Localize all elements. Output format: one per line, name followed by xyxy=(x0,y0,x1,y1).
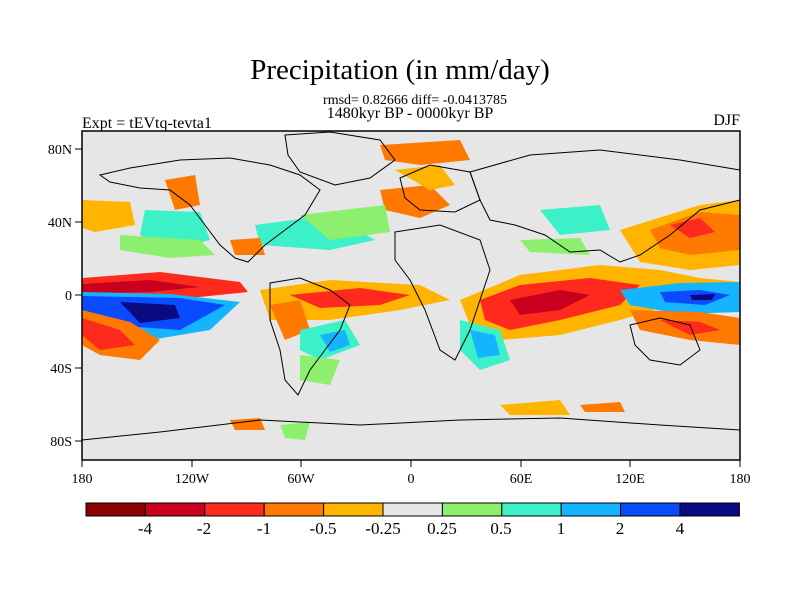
colorbar-swatch xyxy=(560,502,622,517)
colorbar-swatch xyxy=(85,502,146,517)
colorbar-swatch xyxy=(620,502,681,517)
lon-tick-label: 0 xyxy=(408,472,415,487)
rmsd-diff-stats: rmsd= 0.82666 diff= -0.0413785 xyxy=(323,93,507,108)
lat-tick-label: 80N xyxy=(48,143,72,158)
colorbar-swatch xyxy=(263,502,325,517)
time-period-label: 1480kyr BP - 0000kyr BP xyxy=(326,105,494,122)
colorbar-label: 0.25 xyxy=(427,519,457,538)
lon-tick-label: 120E xyxy=(615,472,645,487)
plot-title: Precipitation (in mm/day) xyxy=(250,54,550,86)
season-label: DJF xyxy=(713,112,740,129)
lon-tick-label: 180 xyxy=(730,472,751,487)
colorbar-label: -1 xyxy=(257,519,271,538)
colorbar xyxy=(85,502,740,517)
colorbar-label: -0.5 xyxy=(310,519,337,538)
lon-tick-label: 120W xyxy=(175,472,210,487)
experiment-label: Expt = tEVtq-tevta1 xyxy=(82,115,212,132)
lat-tick-label: 40S xyxy=(50,362,72,377)
colorbar-swatch xyxy=(441,502,503,517)
colorbar-label: -2 xyxy=(197,519,211,538)
lat-tick-label: 80S xyxy=(50,435,72,450)
lon-tick-label: 60W xyxy=(287,472,315,487)
precipitation-anomaly-field xyxy=(82,140,740,440)
colorbar-swatch xyxy=(323,502,384,517)
colorbar-label: 1 xyxy=(557,519,566,538)
lat-tick-label: 0 xyxy=(65,289,72,304)
colorbar-label: 4 xyxy=(676,519,685,538)
colorbar-swatch xyxy=(144,502,206,517)
colorbar-swatch xyxy=(382,502,443,517)
coastlines xyxy=(82,131,740,441)
lat-tick-label: 40N xyxy=(48,216,72,231)
lon-tick-label: 180 xyxy=(72,472,93,487)
colorbar-label: -4 xyxy=(138,519,153,538)
colorbar-swatch xyxy=(501,502,562,517)
colorbar-label: 0.5 xyxy=(490,519,511,538)
lon-tick-label: 60E xyxy=(510,472,533,487)
colorbar-label: 2 xyxy=(616,519,625,538)
colorbar-swatch xyxy=(204,502,265,517)
axis-ticks xyxy=(75,148,741,467)
colorbar-label: -0.25 xyxy=(365,519,400,538)
colorbar-swatch xyxy=(679,502,740,517)
